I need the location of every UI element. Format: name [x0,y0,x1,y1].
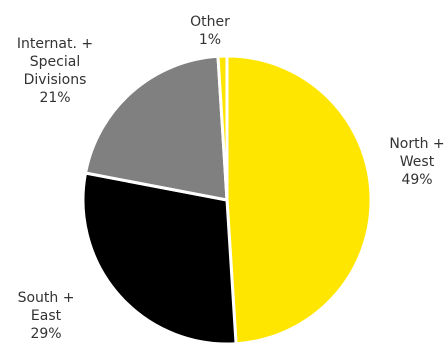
slice-name-line: Internat. + [17,36,93,52]
slice-name-line: South + [18,290,75,306]
pie-slice-3 [216,54,229,202]
slice-label-3: Other 1% [190,14,230,48]
pie-slice-2 [84,54,229,202]
slice-name-line: Special [30,54,80,70]
slice-name-line: West [400,154,435,170]
pie-slices [81,54,373,346]
pie-slice-0 [225,54,373,346]
slice-value-label: 49% [401,172,432,188]
pie-labels: North + West 49% South + East 29% Internat. + S… [17,14,445,342]
slice-value-label: 29% [30,326,61,342]
slice-name-line: East [31,308,62,324]
slice-value-label: 1% [199,32,221,48]
slice-label-2: Internat. + Special Divisions 21% [17,36,93,106]
pie-slice-1 [81,171,238,346]
slice-label-0: North + West 49% [389,136,444,188]
slice-label-1: South + East 29% [18,290,75,342]
slice-name-line: North + [389,136,444,152]
slice-name-line: Divisions [24,72,87,88]
slice-name-line: Other [190,14,230,30]
slice-value-label: 21% [39,90,70,106]
